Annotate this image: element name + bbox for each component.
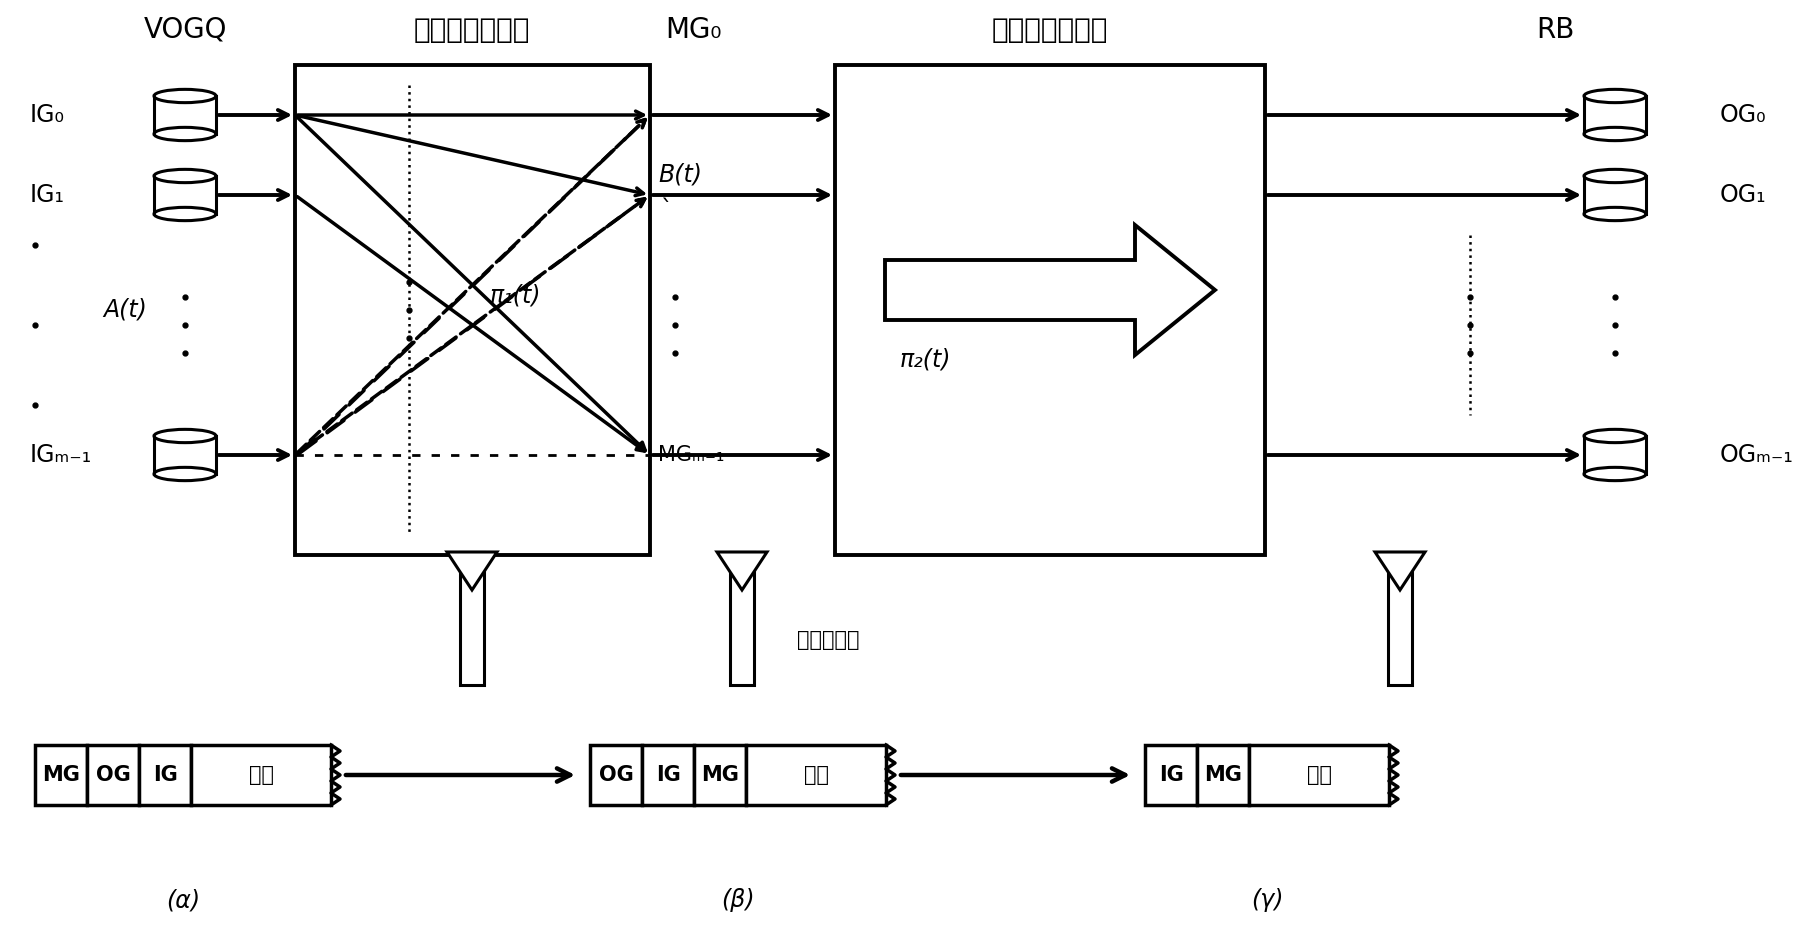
Text: MG: MG [1204,765,1242,785]
Ellipse shape [1584,429,1645,443]
Ellipse shape [154,429,215,443]
Bar [460,552,483,685]
Bar [1196,745,1249,805]
Bar [1584,436,1645,474]
Text: IG: IG [1158,765,1184,785]
Text: OG₀: OG₀ [1720,103,1767,127]
Bar [729,552,755,685]
Text: (γ): (γ) [1251,888,1283,912]
Text: (β): (β) [720,888,755,912]
Text: (α): (α) [167,888,201,912]
Bar [590,745,643,805]
Text: OGₘ₋₁: OGₘ₋₁ [1720,443,1794,467]
Text: IG: IG [655,765,681,785]
Bar [1584,96,1645,134]
Text: 负载: 负载 [248,765,273,785]
Text: 第一级交换模块: 第一级交换模块 [414,16,530,44]
Bar [154,436,215,474]
Bar [1584,176,1645,214]
Text: `: ` [661,198,672,222]
Ellipse shape [154,467,215,481]
Bar [295,65,650,555]
Bar [154,176,215,214]
Text: 负载: 负载 [1307,765,1332,785]
Bar [834,65,1265,555]
Text: IGₘ₋₁: IGₘ₋₁ [31,443,92,467]
Bar [1388,552,1412,685]
Text: π₁(t): π₁(t) [489,283,541,307]
Bar [139,745,192,805]
Ellipse shape [1584,128,1645,141]
Text: 第二级交换模块: 第二级交换模块 [992,16,1108,44]
Ellipse shape [1584,207,1645,220]
Bar [746,745,887,805]
Polygon shape [447,552,498,590]
Text: OG: OG [599,765,634,785]
Bar [192,745,331,805]
Text: A(t): A(t) [103,298,147,322]
Text: IG₀: IG₀ [31,103,65,127]
Text: MG: MG [42,765,80,785]
Text: VOGQ: VOGQ [143,16,226,44]
Text: MG: MG [700,765,738,785]
Ellipse shape [154,207,215,220]
Polygon shape [717,552,767,590]
Bar [87,745,139,805]
Text: OG₁: OG₁ [1720,183,1767,207]
Ellipse shape [1584,169,1645,183]
Bar [154,96,215,134]
Text: RB: RB [1537,16,1575,44]
Bar [34,745,87,805]
Text: π₂(t): π₂(t) [900,348,950,372]
Ellipse shape [1584,89,1645,103]
Text: MG₀: MG₀ [664,16,722,44]
Polygon shape [1376,552,1424,590]
Bar [1146,745,1196,805]
Ellipse shape [1584,467,1645,481]
Ellipse shape [154,128,215,141]
Text: 中间线群组: 中间线群组 [796,630,860,650]
Text: OG: OG [96,765,130,785]
FancyArrow shape [885,225,1215,355]
Ellipse shape [154,89,215,103]
Text: IG₁: IG₁ [31,183,65,207]
Bar [1249,745,1388,805]
Text: 负载: 负载 [804,765,829,785]
Text: IG: IG [152,765,177,785]
Text: MGₘ₋₁: MGₘ₋₁ [659,445,724,465]
Bar [693,745,746,805]
Text: B(t): B(t) [659,163,702,187]
Bar [643,745,693,805]
Ellipse shape [154,169,215,183]
